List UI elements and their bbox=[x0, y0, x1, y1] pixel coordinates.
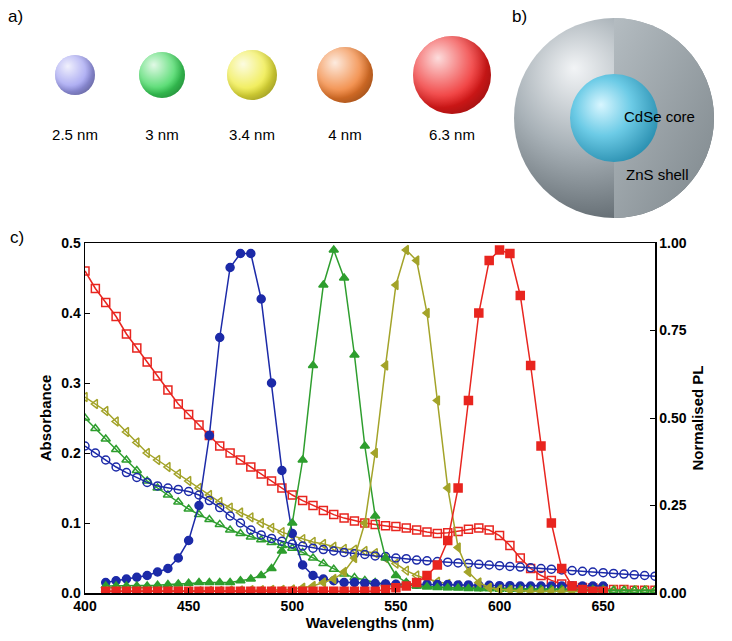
svg-text:500: 500 bbox=[281, 598, 305, 614]
svg-text:6.3 nm: 6.3 nm bbox=[429, 126, 475, 143]
svg-text:0.1: 0.1 bbox=[61, 515, 81, 531]
svg-text:0.50: 0.50 bbox=[659, 410, 686, 426]
svg-text:0.4: 0.4 bbox=[61, 305, 81, 321]
svg-text:550: 550 bbox=[384, 598, 408, 614]
svg-text:b): b) bbox=[512, 7, 527, 26]
svg-text:0.3: 0.3 bbox=[61, 375, 81, 391]
svg-text:0.75: 0.75 bbox=[659, 322, 686, 338]
svg-text:0.00: 0.00 bbox=[659, 585, 686, 601]
svg-text:2.5 nm: 2.5 nm bbox=[52, 126, 98, 143]
svg-text:CdSe core: CdSe core bbox=[624, 108, 695, 125]
svg-text:a): a) bbox=[8, 7, 23, 26]
svg-text:400: 400 bbox=[73, 598, 97, 614]
svg-text:650: 650 bbox=[592, 598, 616, 614]
svg-text:3.4 nm: 3.4 nm bbox=[229, 126, 275, 143]
html-text:c): c) bbox=[10, 228, 25, 247]
svg-text:1.00: 1.00 bbox=[659, 235, 686, 251]
svg-text:Normalised PL: Normalised PL bbox=[689, 365, 706, 470]
svg-text:0.5: 0.5 bbox=[61, 235, 81, 251]
svg-text:Absorbance: Absorbance bbox=[37, 375, 54, 462]
svg-text:450: 450 bbox=[177, 598, 201, 614]
svg-text:600: 600 bbox=[488, 598, 512, 614]
svg-text:0.0: 0.0 bbox=[61, 585, 81, 601]
svg-text:0.2: 0.2 bbox=[61, 445, 81, 461]
svg-text:0.25: 0.25 bbox=[659, 497, 686, 513]
svg-text:4 nm: 4 nm bbox=[328, 126, 361, 143]
svg-text:ZnS shell: ZnS shell bbox=[626, 166, 689, 183]
svg-text:3 nm: 3 nm bbox=[145, 126, 178, 143]
svg-text:Wavelengths (nm): Wavelengths (nm) bbox=[306, 614, 435, 631]
